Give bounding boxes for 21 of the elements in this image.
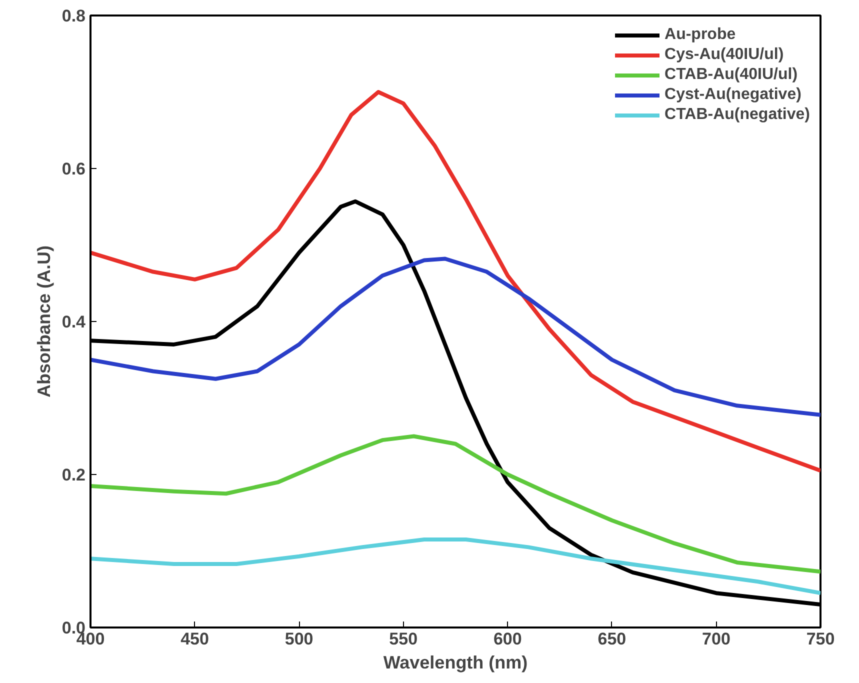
y-tick-label: 0.6 — [62, 160, 86, 178]
line-series — [90, 434, 820, 574]
line-series — [90, 256, 820, 417]
legend-label: CTAB-Au(40IU/ul) — [664, 66, 798, 84]
x-tick-label: 450 — [180, 630, 209, 648]
x-tick-label: 750 — [806, 630, 835, 648]
legend-label: Au-probe — [664, 26, 736, 44]
x-tick-label: 700 — [702, 630, 730, 648]
x-tick-label: 500 — [284, 630, 314, 648]
line-series — [90, 538, 820, 596]
y-tick-label: 0.4 — [62, 312, 86, 332]
legend-label: Cys-Au(40IU/ul) — [664, 46, 784, 64]
legend-label: Cyst-Au(negative) — [664, 86, 802, 104]
y-axis-title: Absorbance (A.U) — [34, 245, 54, 398]
x-axis-title: Wavelength (nm) — [383, 652, 528, 672]
x-tick-label: 650 — [598, 630, 626, 648]
legend-label: CTAB-Au(negative) — [664, 106, 810, 124]
y-tick-label: 0.2 — [62, 466, 86, 484]
y-tick-label: 0.8 — [62, 6, 86, 26]
x-tick-label: 600 — [493, 630, 522, 648]
x-tick-label: 550 — [389, 630, 418, 648]
